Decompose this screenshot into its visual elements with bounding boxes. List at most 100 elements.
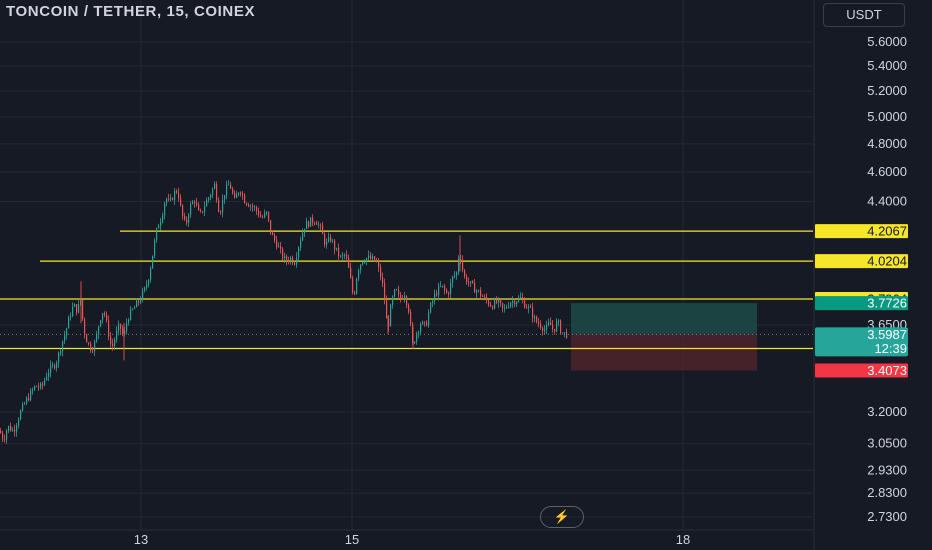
- candle-body: [292, 257, 294, 264]
- candle-body: [512, 300, 514, 303]
- candle-body: [452, 276, 454, 283]
- candle-body: [52, 365, 54, 366]
- candle-body: [188, 215, 190, 223]
- candle-body: [318, 224, 320, 226]
- candle-body: [342, 254, 344, 256]
- candle-body: [440, 286, 442, 287]
- candle-body: [38, 386, 40, 388]
- candle-body: [438, 286, 440, 296]
- candle-body: [276, 240, 278, 248]
- candle-body: [30, 390, 32, 401]
- candle-body: [400, 294, 402, 299]
- candle-body: [198, 204, 200, 211]
- candle-body: [374, 256, 376, 262]
- candle-body: [546, 325, 548, 330]
- candle-body: [518, 297, 520, 302]
- candle-body: [150, 268, 152, 280]
- candle-body: [304, 228, 306, 234]
- candle-body: [8, 426, 10, 431]
- candle-body: [500, 299, 502, 303]
- candle-body: [376, 261, 378, 263]
- candle-body: [460, 258, 462, 260]
- candle-body: [110, 336, 112, 344]
- candle-body: [72, 306, 74, 317]
- bar-countdown-label: 12:39: [874, 341, 907, 356]
- candle-body: [256, 206, 258, 211]
- candle-body: [2, 433, 4, 440]
- candle-body: [300, 240, 302, 248]
- candle-body: [40, 383, 42, 388]
- candle-body: [514, 300, 516, 305]
- candle-body: [28, 397, 30, 401]
- candle-body: [262, 216, 264, 218]
- candle-body: [176, 191, 178, 193]
- candle-body: [120, 323, 122, 329]
- candle-body: [4, 439, 6, 441]
- candle-body: [138, 300, 140, 303]
- candle-body: [378, 261, 380, 268]
- stop-loss-price-tag: [815, 363, 908, 378]
- candle-body: [194, 202, 196, 203]
- stop-loss-zone: [571, 334, 757, 371]
- candle-body: [284, 256, 286, 259]
- candle-body: [122, 328, 124, 335]
- candle-body: [236, 194, 238, 198]
- candle-body: [334, 240, 336, 250]
- candle-body: [382, 277, 384, 284]
- last-price-tag: [815, 327, 908, 357]
- candle-body: [392, 296, 394, 306]
- candle-body: [492, 306, 494, 309]
- candle-body: [432, 300, 434, 303]
- candle-body: [408, 304, 410, 312]
- tradingview-icon[interactable]: ⚡: [540, 506, 584, 528]
- candle-body: [538, 322, 540, 325]
- candle-body: [90, 343, 92, 351]
- candle-body: [488, 300, 490, 305]
- candle-body: [298, 247, 300, 258]
- candle-body: [510, 302, 512, 307]
- candle-body: [526, 307, 528, 309]
- currency-button[interactable]: USDT: [823, 3, 905, 27]
- level-price-label: 4.0204: [867, 254, 907, 269]
- candle-body: [416, 333, 418, 342]
- candle-body: [74, 304, 76, 307]
- candle-body: [478, 290, 480, 292]
- candle-body: [484, 296, 486, 298]
- candle-body: [486, 296, 488, 301]
- candle-body: [254, 206, 256, 208]
- candle-body: [68, 316, 70, 329]
- candle-body: [316, 223, 318, 225]
- price-axis-label: 4.6000: [867, 164, 907, 179]
- candle-body: [84, 319, 86, 335]
- price-axis-label: 5.4000: [867, 58, 907, 73]
- candle-body: [402, 298, 404, 300]
- candle-body: [190, 204, 192, 216]
- candle-body: [358, 270, 360, 279]
- candle-body: [394, 289, 396, 297]
- candle-body: [442, 285, 444, 287]
- candle-body: [346, 254, 348, 258]
- candle-body: [490, 304, 492, 307]
- candle-body: [380, 267, 382, 278]
- candle-body: [26, 397, 28, 404]
- level-price-label: 4.2067: [867, 224, 907, 239]
- candle-body: [60, 351, 62, 353]
- candle-body: [328, 237, 330, 242]
- price-axis-label: 2.8300: [867, 485, 907, 500]
- candle-body: [100, 320, 102, 327]
- candle-body: [354, 292, 356, 294]
- candle-body: [128, 319, 130, 324]
- candle-body: [184, 215, 186, 220]
- candle-body: [76, 304, 78, 313]
- level-price-tag: [815, 224, 908, 239]
- candle-body: [302, 233, 304, 241]
- candle-body: [344, 254, 346, 256]
- candle-body: [116, 330, 118, 340]
- candle-body: [498, 299, 500, 303]
- candle-body: [172, 198, 174, 200]
- candle-body: [386, 300, 388, 319]
- candle-body: [466, 276, 468, 283]
- candle-body: [384, 283, 386, 301]
- candle-body: [362, 262, 364, 265]
